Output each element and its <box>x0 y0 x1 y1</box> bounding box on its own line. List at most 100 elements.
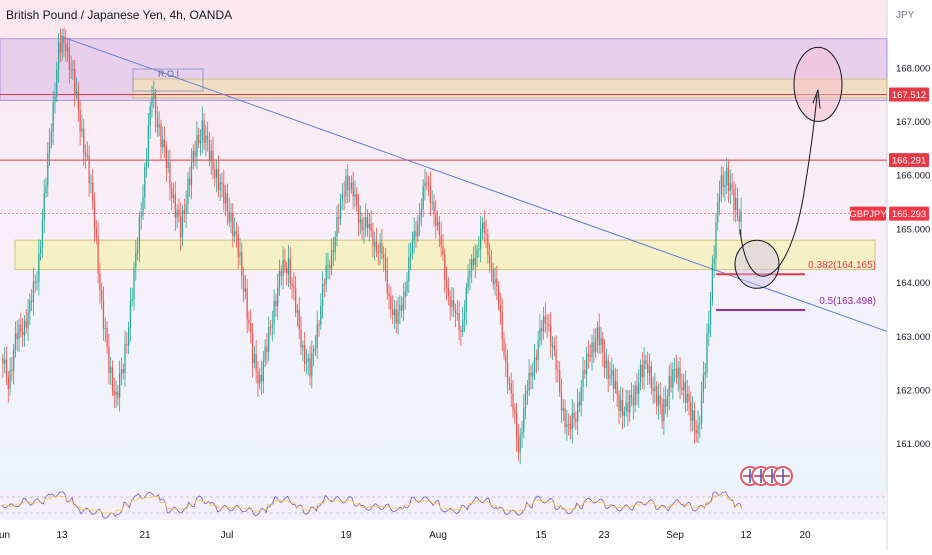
candle-body <box>392 309 394 315</box>
candle-body <box>677 367 679 379</box>
candle-body <box>539 328 541 341</box>
candle-body <box>316 324 318 348</box>
candle-body <box>332 250 335 252</box>
candle-body <box>257 371 259 384</box>
candle-body <box>467 276 469 288</box>
candle-body <box>731 183 733 189</box>
candle-body <box>72 69 74 71</box>
candle-body <box>59 42 62 53</box>
projection-arrow <box>739 95 818 277</box>
candle-body <box>66 47 69 52</box>
candle-body <box>666 395 669 407</box>
candle-body <box>568 423 570 425</box>
candle-body <box>115 391 117 396</box>
candle-body <box>131 299 133 301</box>
candle-body <box>727 167 730 191</box>
candle-body <box>589 355 591 358</box>
candle-body <box>733 188 735 211</box>
candle-body <box>334 236 336 252</box>
candle-body <box>25 320 27 328</box>
candle-body <box>31 300 33 303</box>
candle-body <box>393 309 396 315</box>
candle-body <box>63 37 65 44</box>
candle-body <box>309 358 311 377</box>
symbol-badge-label: GBPJPY <box>849 209 887 220</box>
candle-body <box>596 327 599 340</box>
candle-body <box>198 134 200 144</box>
x-tick-label: Sep <box>666 530 684 541</box>
candle-body <box>50 131 53 143</box>
candle-body <box>68 47 70 70</box>
candle-body <box>127 327 130 345</box>
price-axis[interactable]: 168.000 167.000 166.000 165.000 164.000 163.0… <box>896 63 930 450</box>
fib-5-label: 0.5(163.498) <box>819 296 876 307</box>
candle-body <box>34 281 36 283</box>
candle-body <box>541 328 543 332</box>
candle-body <box>149 106 151 126</box>
candle-body <box>609 375 611 379</box>
rsi-panel <box>0 490 887 520</box>
axis-currency-label: JPY <box>896 10 915 21</box>
candle-body <box>424 182 426 187</box>
candle-body <box>411 240 414 253</box>
candle-body <box>113 390 115 396</box>
candle-body <box>36 281 38 283</box>
candle-body <box>533 357 536 373</box>
candle-body <box>577 402 579 422</box>
y-tick-label: 163.000 <box>896 332 930 343</box>
trendline[interactable] <box>59 35 888 332</box>
candle-body <box>492 268 494 284</box>
candle-body <box>657 395 660 406</box>
candle-body <box>291 283 293 286</box>
candle-body <box>75 91 78 94</box>
candle-body <box>386 270 388 294</box>
candle-body <box>217 169 220 191</box>
candle-body <box>233 231 236 237</box>
time-axis-background <box>0 520 887 550</box>
candle-body <box>708 324 710 334</box>
candle-body <box>205 135 207 143</box>
candle-body <box>661 404 663 422</box>
candle-body <box>144 166 146 197</box>
candle-body <box>27 312 29 328</box>
candle-body <box>557 369 559 371</box>
candle-body <box>253 354 255 364</box>
candle-body <box>296 309 299 313</box>
candle-body <box>463 312 466 320</box>
x-tick-label: Aug <box>429 530 447 541</box>
candle-body <box>183 210 185 214</box>
x-tick-label: 15 <box>535 530 547 541</box>
candle-body <box>530 373 532 377</box>
candle-body <box>625 402 627 411</box>
candle-body <box>431 201 433 203</box>
candle-body <box>23 320 26 336</box>
candle-body <box>699 423 701 425</box>
candle-body <box>546 323 548 325</box>
candle-body <box>223 183 225 204</box>
candle-body <box>45 184 47 194</box>
candle-body <box>735 197 737 211</box>
candle-body <box>573 413 575 419</box>
candle-body <box>489 255 491 264</box>
candle-body <box>656 386 658 406</box>
candle-body <box>594 339 597 352</box>
candle-body <box>97 236 99 274</box>
candle-body <box>22 331 24 336</box>
candle-body <box>304 345 306 364</box>
candle-body <box>7 376 9 389</box>
roi-label: R.O.I <box>158 69 179 79</box>
candle-body <box>189 178 191 186</box>
candle-body <box>462 319 464 333</box>
candle-body <box>250 323 252 334</box>
candle-body <box>474 257 476 266</box>
candle-body <box>471 258 473 271</box>
candle-body <box>413 231 415 241</box>
candle-body <box>286 267 288 274</box>
candle-body <box>422 186 424 209</box>
candle-body <box>675 368 678 379</box>
time-axis[interactable]: Jun 13 21 Jul 19 Aug 15 23 Sep 12 20 <box>0 530 811 541</box>
candle-body <box>135 253 137 268</box>
candle-body <box>740 211 742 222</box>
x-tick-label: Jun <box>0 530 10 541</box>
candle-body <box>652 388 654 392</box>
